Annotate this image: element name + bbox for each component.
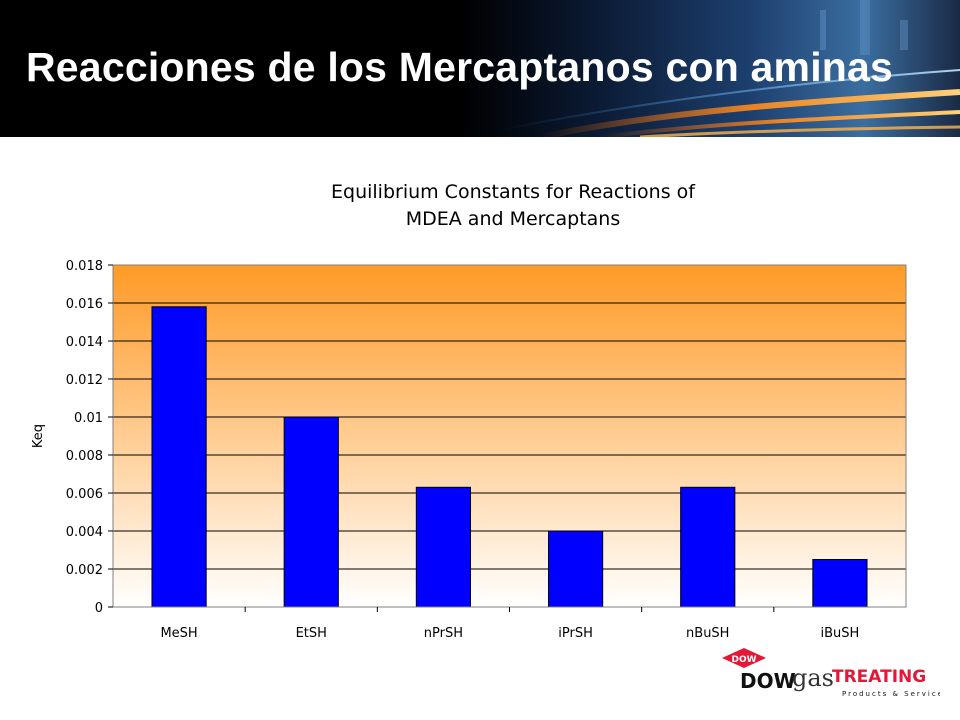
header-streaks-art xyxy=(499,0,960,137)
logo-dow: DOW xyxy=(740,669,796,693)
x-axis-ticks: MeSH EtSH nPrSH iPrSH nBuSH iBuSH xyxy=(160,607,859,641)
y-tick-label: 0.006 xyxy=(66,487,103,502)
logo-gas: gas xyxy=(792,664,834,692)
y-axis-label: Keq xyxy=(31,424,46,448)
chart-title-line-1: Equilibrium Constants for Reactions of xyxy=(331,181,696,203)
bar-nbush xyxy=(680,486,736,608)
bar-iprsh xyxy=(547,530,604,608)
x-tick-label: nPrSH xyxy=(424,626,463,641)
bar-ibush xyxy=(812,559,868,608)
x-tick-label: nBuSH xyxy=(686,626,729,641)
y-tick-label: 0.012 xyxy=(66,373,103,388)
chart-title-line-2: MDEA and Mercaptans xyxy=(406,208,621,230)
logo-tagline: Products & Services xyxy=(842,690,940,698)
bar-etsh xyxy=(283,416,339,608)
dow-diamond-icon xyxy=(722,648,766,668)
x-tick-label: EtSH xyxy=(296,626,327,641)
x-tick-label: MeSH xyxy=(160,626,197,641)
bar-mesh xyxy=(151,306,207,608)
y-tick-label: 0.008 xyxy=(66,449,103,464)
dow-badge-text: DOW xyxy=(731,655,756,665)
y-tick-label: 0.016 xyxy=(66,297,103,312)
y-tick-label: 0.002 xyxy=(66,563,103,578)
bar-series xyxy=(151,306,868,608)
y-tick-label: 0.004 xyxy=(66,525,103,540)
logo-treating: TREATING xyxy=(832,667,926,687)
slide-title: Reacciones de los Mercaptanos con aminas xyxy=(26,44,894,90)
dow-gas-treating-logo: DOW DOW gas TREATING Products & Services xyxy=(722,648,940,698)
plot-area xyxy=(113,265,906,607)
gridlines xyxy=(113,302,906,570)
y-axis-ticks: 0 0.002 0.004 0.006 0.008 0.01 0.012 0.014 0.016… xyxy=(66,259,113,616)
bar-nprsh xyxy=(415,486,472,608)
y-tick-label: 0.018 xyxy=(66,259,103,274)
x-tick-label: iBuSH xyxy=(821,626,860,641)
slide-header: Reacciones de los Mercaptanos con aminas xyxy=(0,0,960,137)
y-tick-label: 0.014 xyxy=(66,335,103,350)
x-tick-label: iPrSH xyxy=(558,626,593,641)
y-tick-label: 0.01 xyxy=(74,411,103,426)
y-tick-label: 0 xyxy=(95,601,103,616)
